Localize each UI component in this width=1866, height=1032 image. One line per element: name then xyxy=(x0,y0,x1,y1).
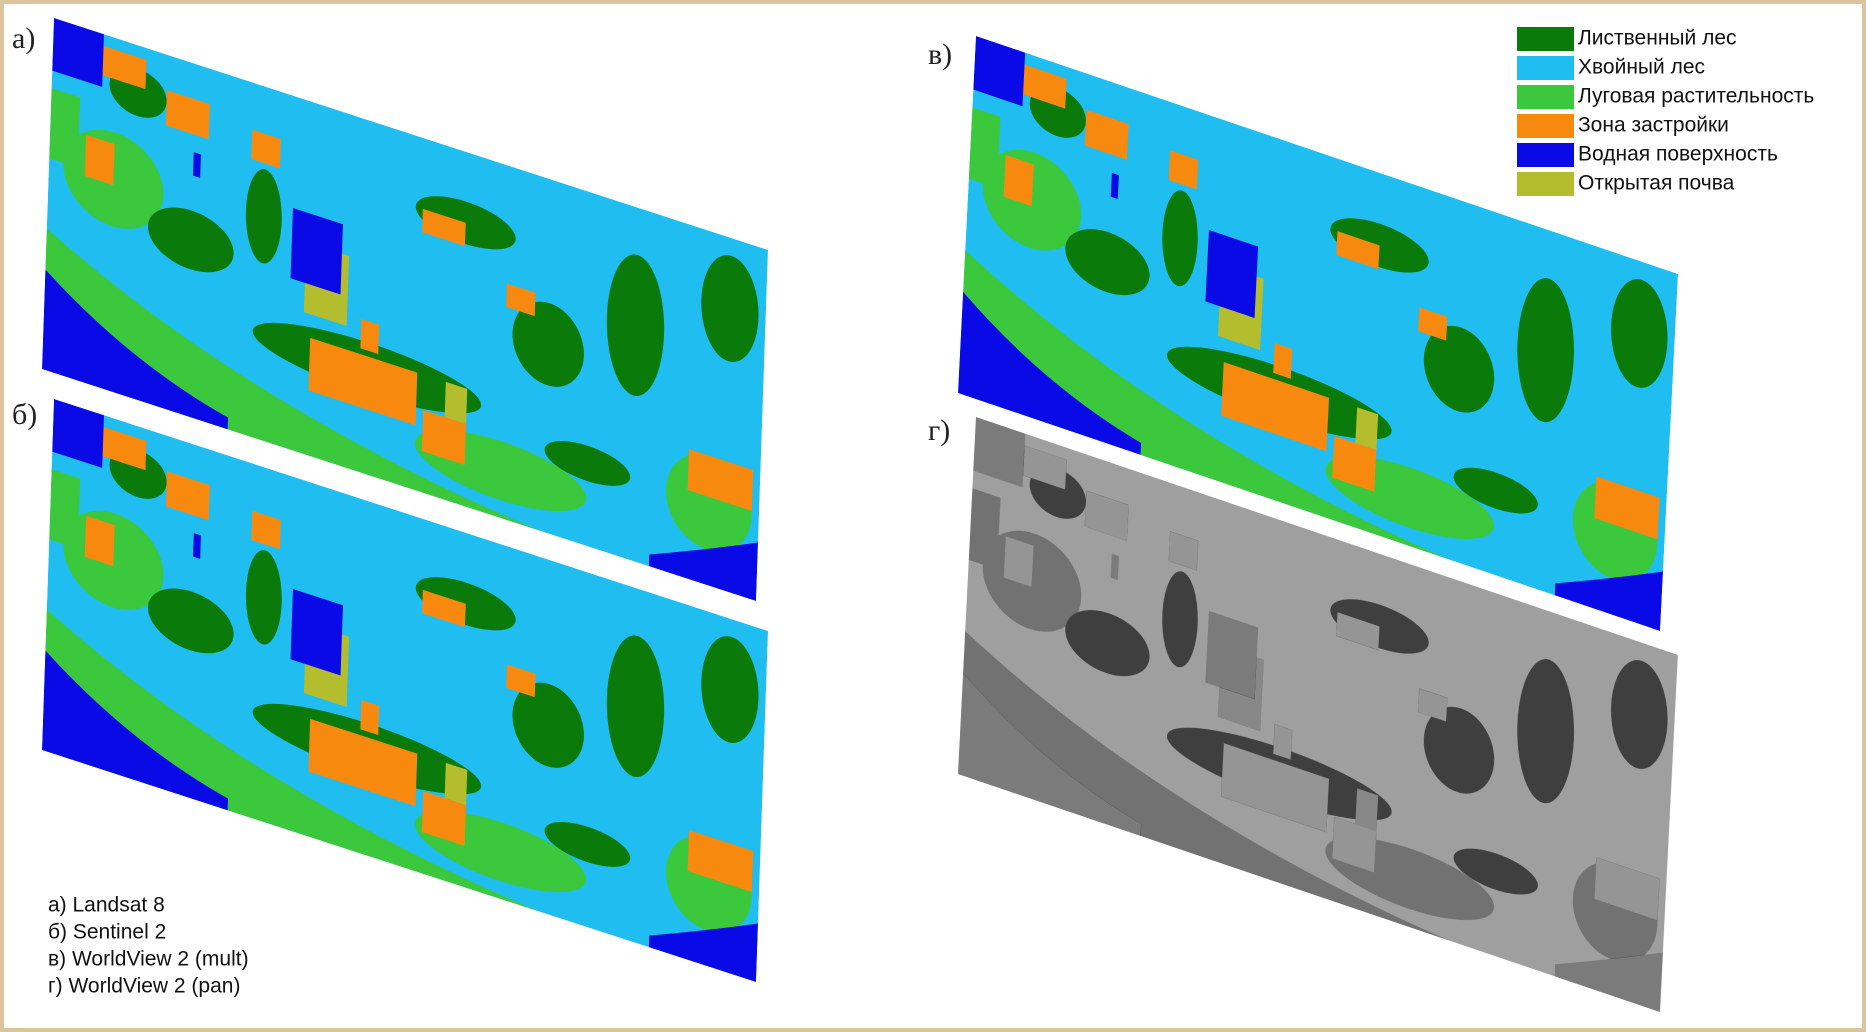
legend-label: Открытая почва xyxy=(1578,172,1735,195)
legend-swatch xyxy=(1517,143,1574,167)
panel-label: в) xyxy=(928,38,952,71)
caption: б) Sentinel 2 xyxy=(48,921,166,944)
panel-label: г) xyxy=(928,414,950,447)
legend-swatch xyxy=(1517,27,1574,51)
legend-swatch xyxy=(1517,114,1574,138)
legend-swatch xyxy=(1517,56,1574,80)
legend-label: Зона застройки xyxy=(1578,114,1729,137)
panel-label: б) xyxy=(12,398,37,431)
legend-swatch xyxy=(1517,85,1574,109)
figure: а) б) в) г) Лиственный лес Хвойный лес Луг… xyxy=(0,0,1866,1032)
legend-label: Луговая растительность xyxy=(1578,85,1814,108)
caption: г) WorldView 2 (pan) xyxy=(48,975,240,998)
caption: а) Landsat 8 xyxy=(48,894,165,917)
caption: в) WorldView 2 (mult) xyxy=(48,948,249,971)
legend-swatch xyxy=(1517,172,1574,196)
legend-label: Хвойный лес xyxy=(1578,56,1705,79)
legend-label: Лиственный лес xyxy=(1578,27,1737,50)
legend-label: Водная поверхность xyxy=(1578,143,1778,166)
panel-label: а) xyxy=(12,22,35,55)
